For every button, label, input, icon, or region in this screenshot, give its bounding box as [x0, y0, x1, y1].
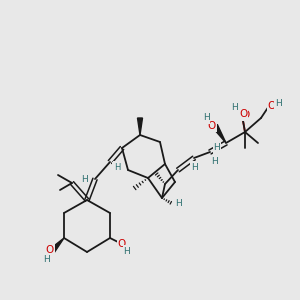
Text: O: O — [46, 245, 54, 255]
Text: O: O — [241, 110, 249, 120]
Text: H: H — [82, 176, 88, 184]
Text: H: H — [112, 164, 119, 172]
Text: H: H — [202, 113, 209, 122]
Text: H: H — [114, 163, 120, 172]
Text: O: O — [268, 101, 276, 111]
Text: H: H — [211, 157, 218, 166]
Text: H: H — [232, 103, 238, 112]
Text: O: O — [208, 121, 216, 131]
Text: O: O — [239, 109, 247, 119]
Polygon shape — [50, 238, 64, 253]
Text: O: O — [118, 239, 126, 249]
Text: H: H — [274, 98, 281, 107]
Polygon shape — [137, 118, 142, 135]
Text: H: H — [43, 254, 50, 263]
Text: H: H — [175, 200, 182, 208]
Polygon shape — [213, 124, 226, 143]
Text: H: H — [124, 247, 130, 256]
Text: H: H — [190, 163, 197, 172]
Text: H: H — [214, 143, 220, 152]
